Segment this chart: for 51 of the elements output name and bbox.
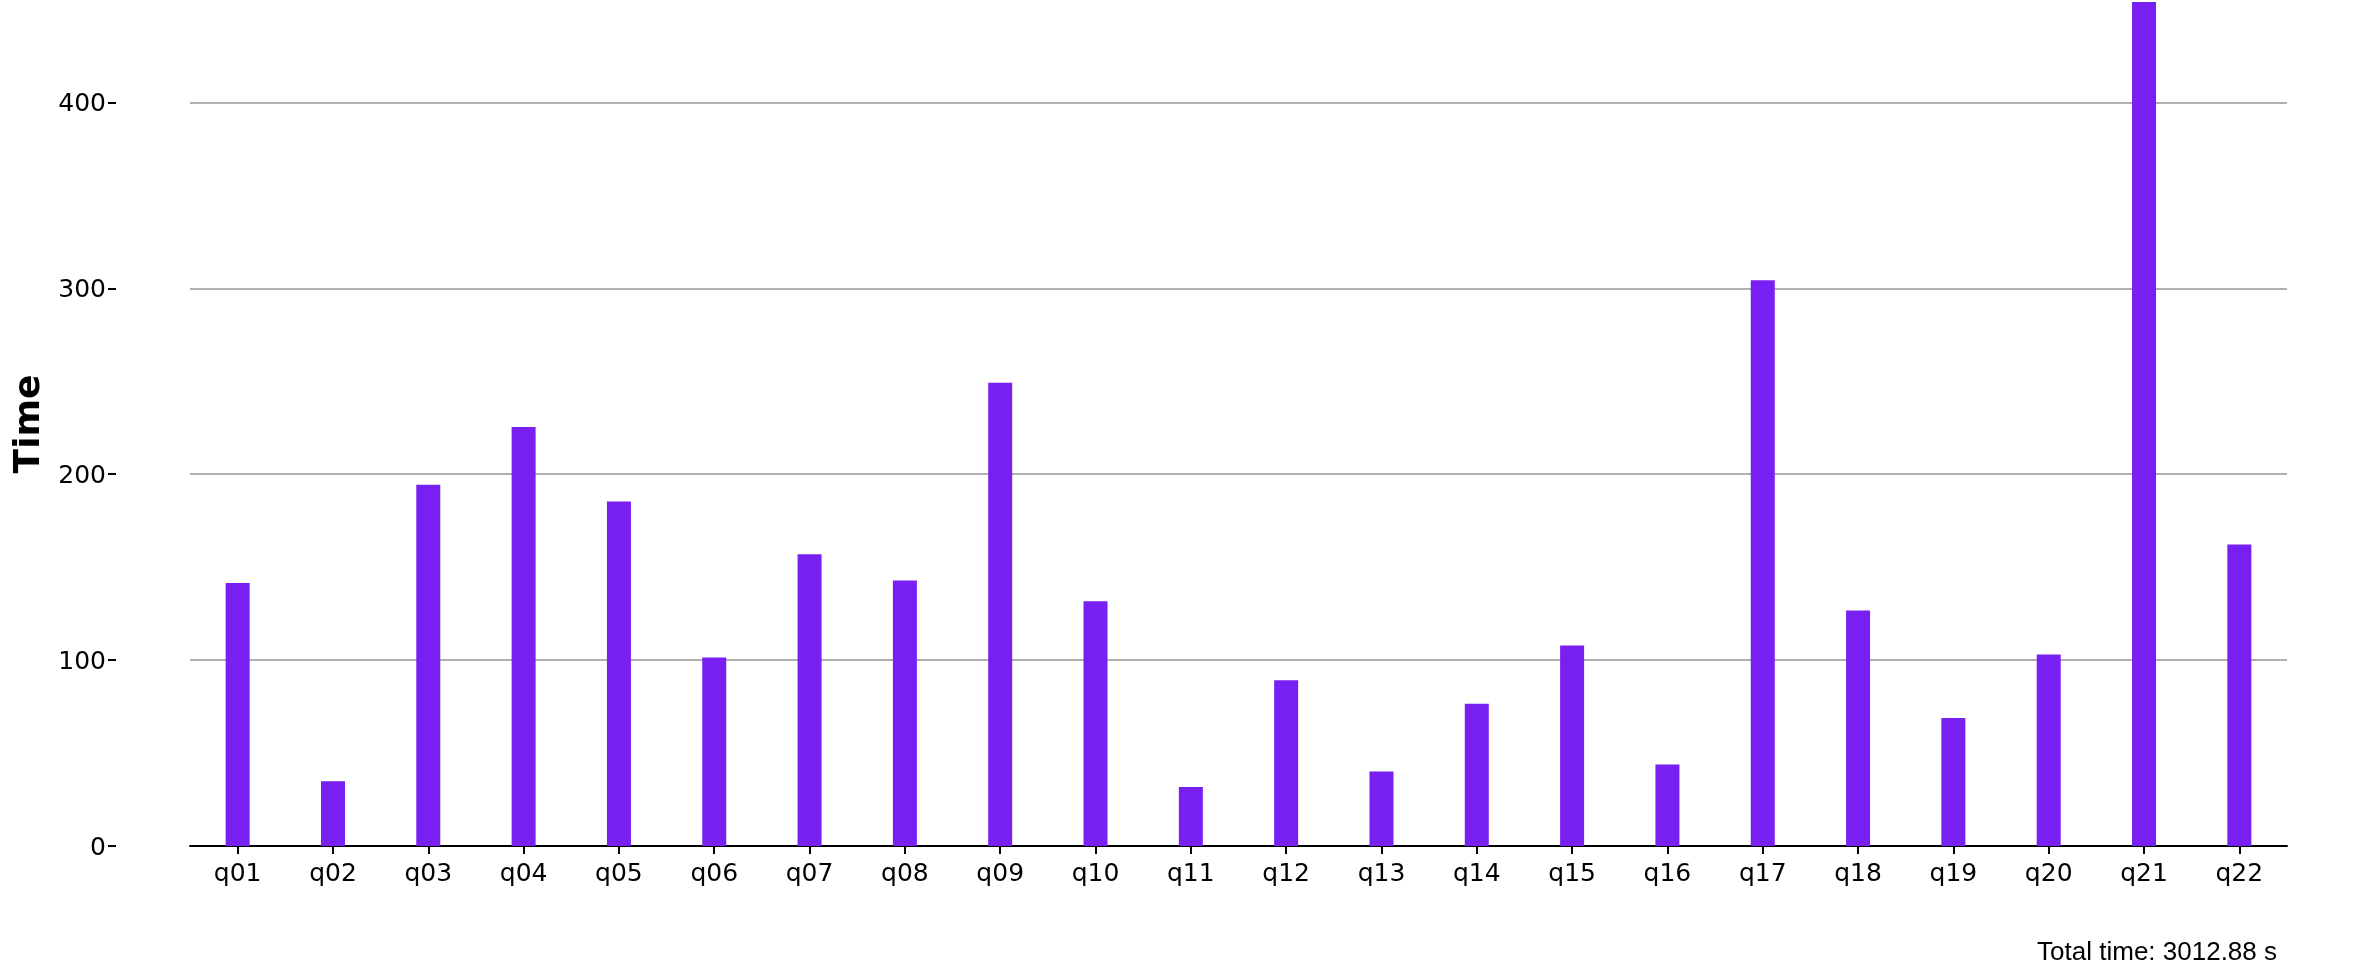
x-tick-label: q08 [881,858,929,887]
x-tick-label: q12 [1262,858,1310,887]
x-tick-label: q01 [213,858,262,887]
bar [1941,718,1966,846]
x-tick-label: q22 [2215,858,2264,887]
bar [1083,601,1108,846]
bar [416,484,441,846]
bar [225,582,250,846]
x-tick-label: q02 [309,858,357,887]
x-tick-label: q20 [2024,858,2073,887]
y-tick-label: 200 [58,459,106,489]
x-tick-label: q14 [1452,858,1501,887]
bar [797,554,822,846]
bar [892,580,917,846]
x-tick-label: q19 [1929,858,1978,887]
y-tick-label: 0 [90,831,106,861]
x-tick-label: q10 [1071,858,1120,887]
bar [1655,764,1680,846]
x-tick-label: q11 [1167,858,1215,887]
x-tick-label: q21 [2120,858,2168,887]
bar [1274,680,1299,846]
x-tick-label: q07 [785,858,834,887]
x-tick-label: q15 [1548,858,1596,887]
bar [2132,2,2157,846]
bar [606,501,631,846]
bar [511,426,536,846]
bar [320,781,345,846]
y-tick-label: 100 [58,645,106,675]
bar [2036,654,2061,846]
text: Total time: 3012.88 s [2037,936,2278,966]
bar [2227,544,2252,846]
y-axis-title: Time [5,374,47,474]
y-tick-label: 300 [58,273,106,303]
x-tick-label: q09 [976,858,1025,887]
bar [1464,703,1489,846]
x-tick-label: q18 [1834,858,1882,887]
x-tick-label: q17 [1738,858,1787,887]
bar [1178,786,1203,846]
y-tick-label: 400 [58,87,106,117]
bar [1560,645,1585,846]
x-tick-label: q04 [499,858,548,887]
bar [988,382,1013,846]
bar [1846,610,1871,846]
x-tick-label: q03 [404,858,453,887]
bar [1369,771,1394,846]
x-tick-label: q13 [1357,858,1406,887]
bar [1750,280,1775,846]
bar [702,657,727,846]
x-tick-label: q05 [595,858,643,887]
x-tick-label: q16 [1643,858,1692,887]
x-tick-label: q06 [690,858,739,887]
